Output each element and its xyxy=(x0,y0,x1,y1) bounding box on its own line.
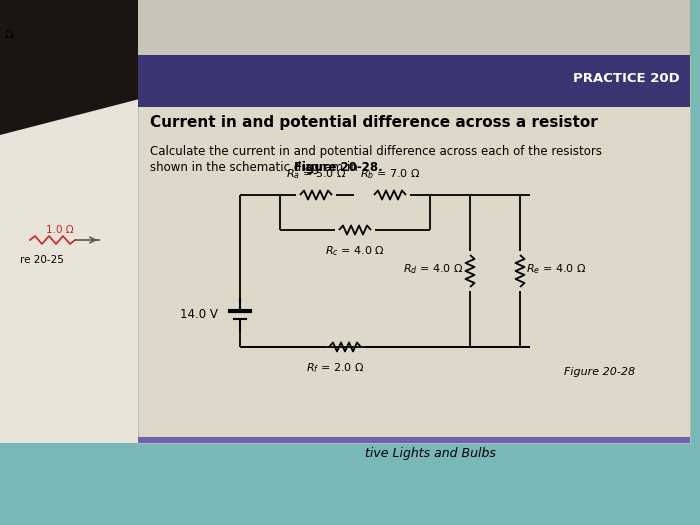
Bar xyxy=(138,437,690,443)
Text: $R_e$ = 4.0 $\Omega$: $R_e$ = 4.0 $\Omega$ xyxy=(526,262,587,276)
Bar xyxy=(138,55,690,107)
Text: 1.0 Ω: 1.0 Ω xyxy=(46,225,74,235)
Text: PRACTICE 20D: PRACTICE 20D xyxy=(573,72,680,86)
Text: Current in and potential difference across a resistor: Current in and potential difference acro… xyxy=(150,115,598,130)
Polygon shape xyxy=(0,0,170,135)
Text: re 20-25: re 20-25 xyxy=(20,255,64,265)
Text: Figure 20-28: Figure 20-28 xyxy=(564,367,636,377)
Text: Calculate the current in and potential difference across each of the resistors: Calculate the current in and potential d… xyxy=(150,145,602,158)
Text: 14.0 V: 14.0 V xyxy=(180,309,218,321)
FancyBboxPatch shape xyxy=(138,55,690,443)
Text: Ω: Ω xyxy=(5,30,13,40)
Text: tive Lights and Bulbs: tive Lights and Bulbs xyxy=(365,446,496,459)
Text: $R_d$ = 4.0 $\Omega$: $R_d$ = 4.0 $\Omega$ xyxy=(403,262,464,276)
Text: $R_f$ = 2.0 $\Omega$: $R_f$ = 2.0 $\Omega$ xyxy=(306,361,364,375)
Text: shown in the schematic diagram in: shown in the schematic diagram in xyxy=(150,161,361,174)
Text: $R_a$ = 5.0 $\Omega$: $R_a$ = 5.0 $\Omega$ xyxy=(286,167,346,181)
Text: Figure 20-28.: Figure 20-28. xyxy=(295,161,384,174)
Text: $R_c$ = 4.0 $\Omega$: $R_c$ = 4.0 $\Omega$ xyxy=(325,244,385,258)
Bar xyxy=(140,0,700,105)
Bar xyxy=(0,55,138,443)
Bar xyxy=(138,0,690,55)
Text: $R_b$ = 7.0 $\Omega$: $R_b$ = 7.0 $\Omega$ xyxy=(360,167,420,181)
Polygon shape xyxy=(0,0,160,145)
